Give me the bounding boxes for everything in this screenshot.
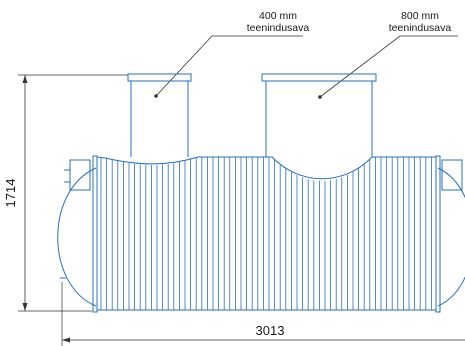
pipe-800-collar [261,73,377,82]
length-arrow-left [62,337,70,343]
right-flange [435,155,441,313]
right-fitting [441,159,463,191]
callout-800mm-dot [318,95,322,99]
body-top-edge [96,156,436,180]
corrugation-ribs [100,157,432,310]
length-dimension: 3013 [61,282,465,346]
callout-800mm-leader [319,35,458,98]
right-end-cap [437,167,465,307]
left-fitting [64,159,91,191]
height-arrow-bottom [22,303,28,311]
callout-400mm-label: teenindusava [247,22,310,34]
callout-400mm: 400 mm teenindusava [154,10,309,98]
length-value: 3013 [256,323,285,338]
callout-400mm-leader [155,35,303,97]
height-arrow-top [22,75,28,83]
tank [57,73,465,313]
height-value: 1714 [3,179,18,208]
callout-800mm: 800 mm teenindusava [318,10,458,99]
pipe-400-body [130,81,189,157]
service-pipe-400 [127,73,192,157]
callout-800mm-label: teenindusava [389,22,452,34]
callout-400mm-dot [154,94,158,98]
height-dimension: 1714 [3,74,128,312]
left-end-cap [57,167,97,307]
pipe-400-collar [127,73,192,82]
callout-400mm-size: 400 mm [259,10,297,22]
pipe-800-body [265,81,373,157]
left-flange [92,155,98,313]
callout-800mm-size: 800 mm [401,10,439,22]
service-pipe-800 [261,73,377,157]
